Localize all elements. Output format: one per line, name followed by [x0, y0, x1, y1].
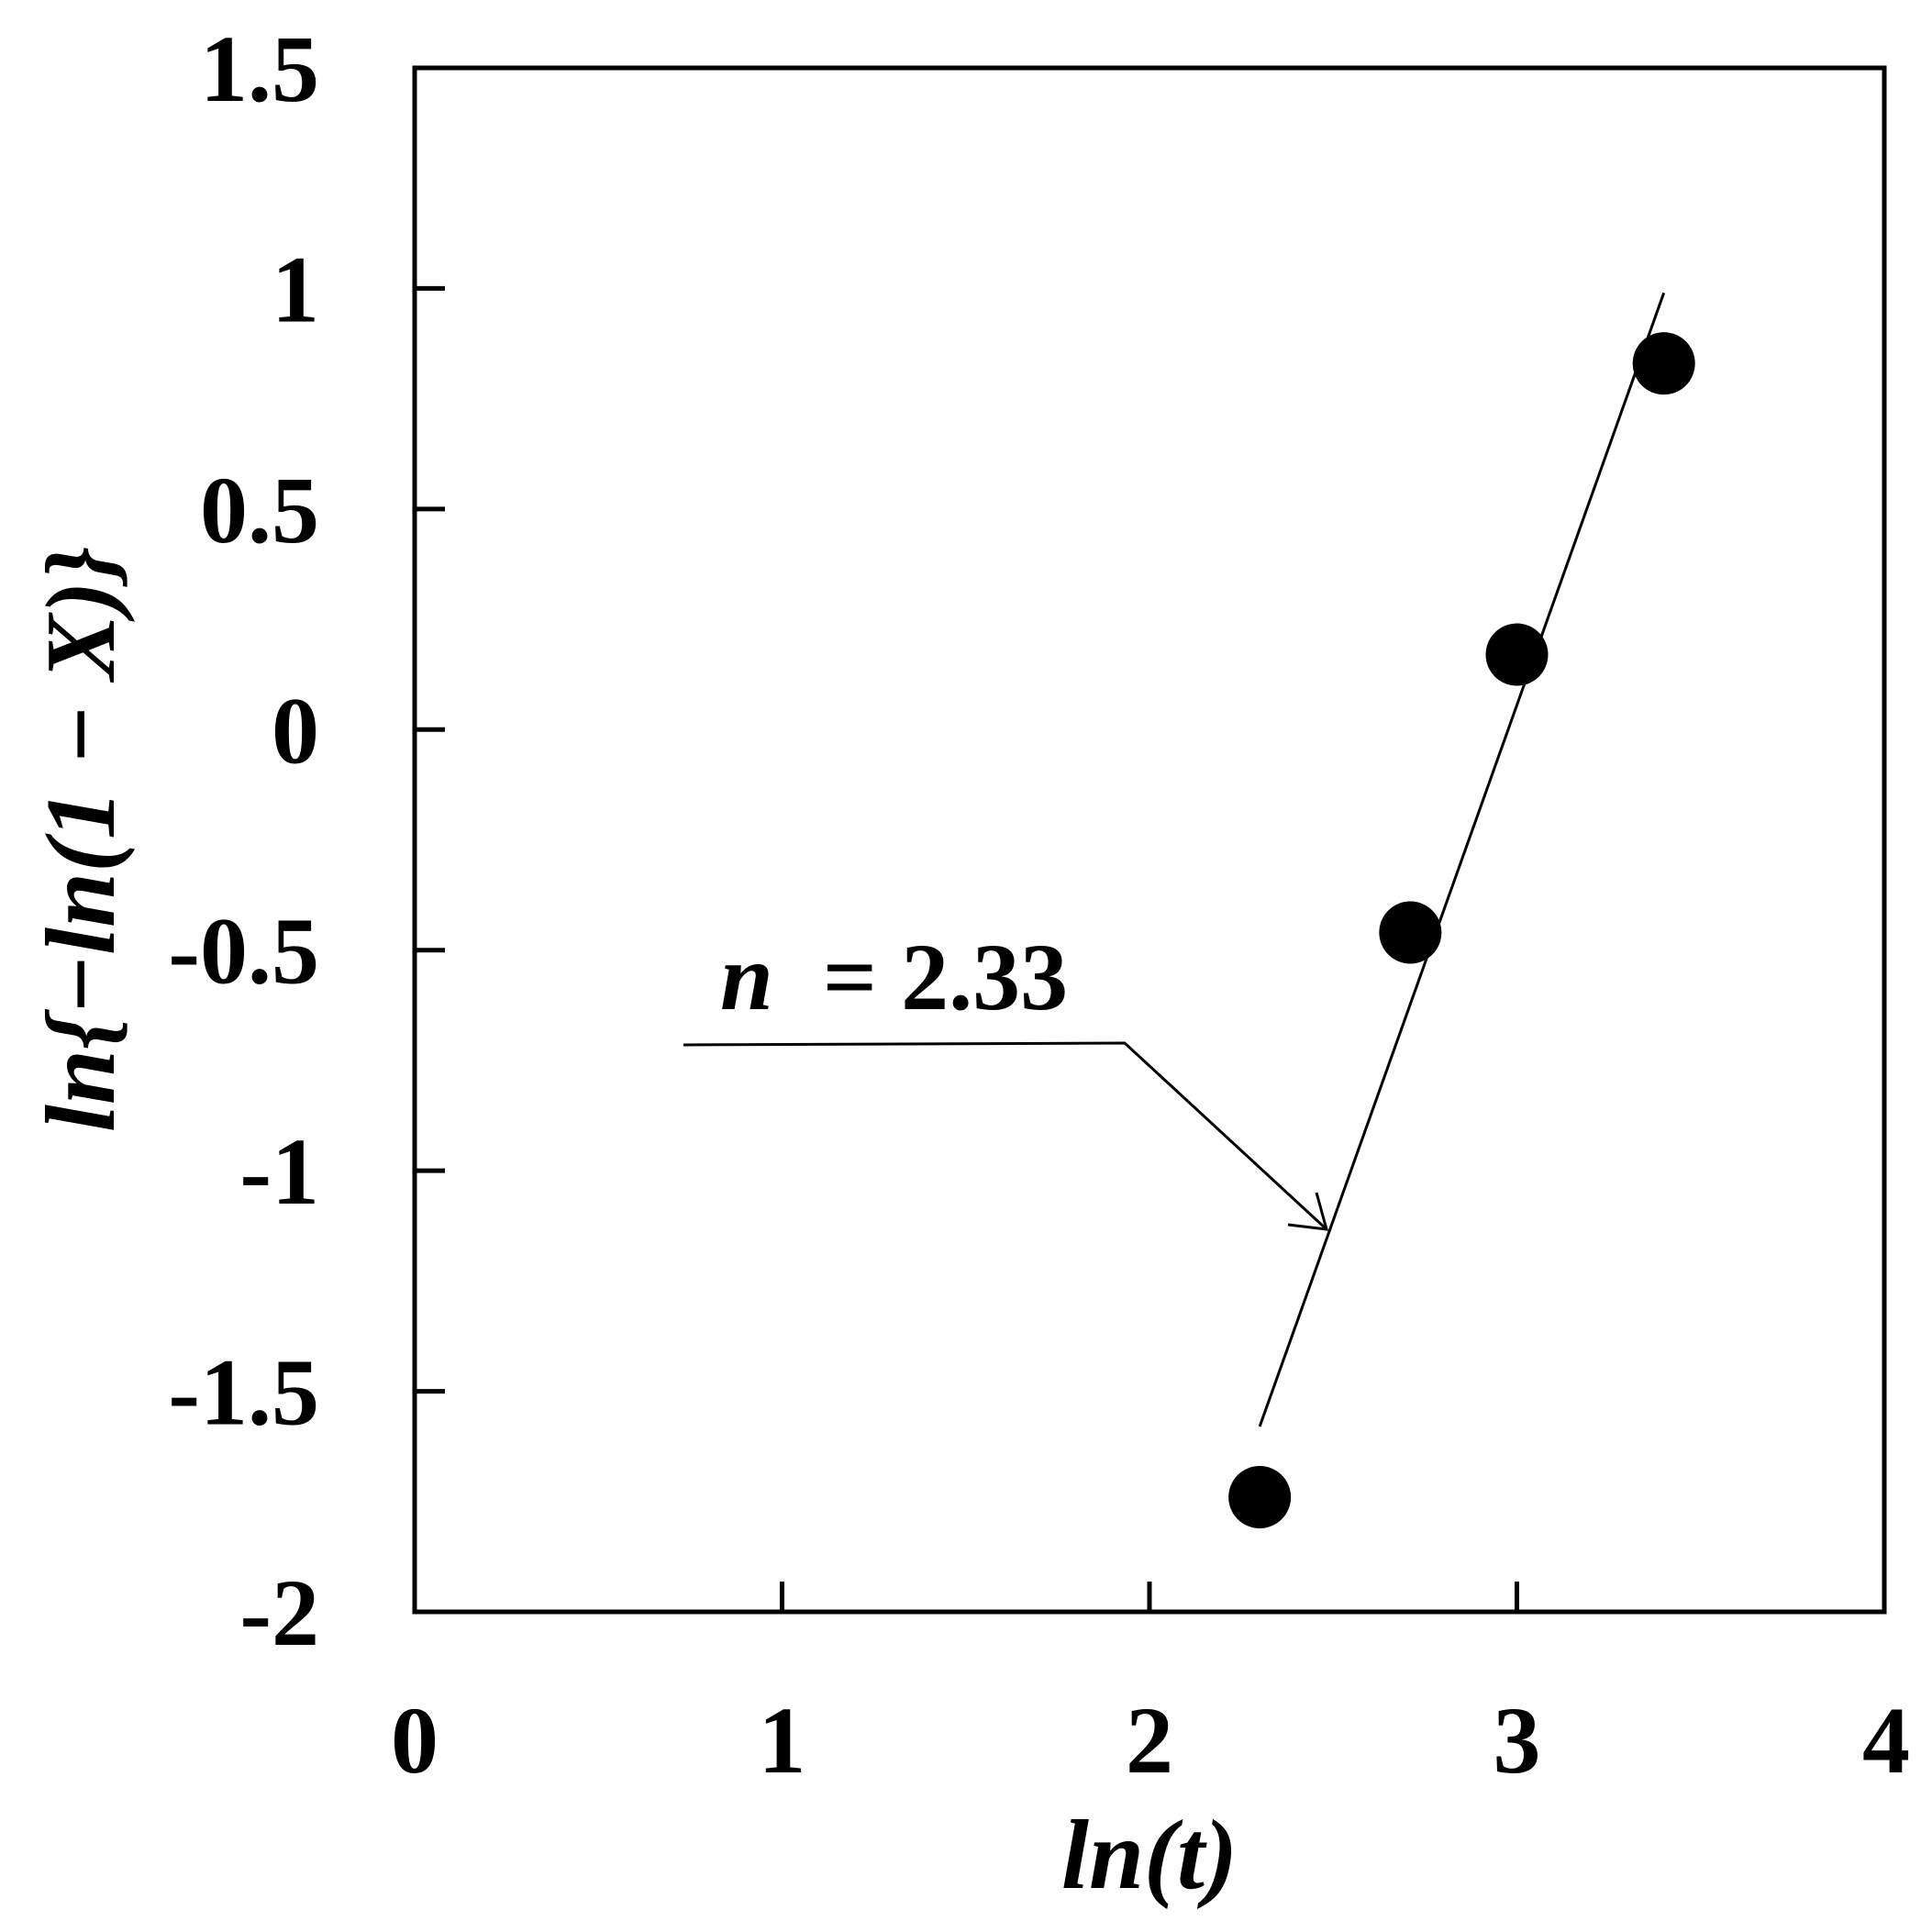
x-tick-label: 4: [1862, 1688, 1910, 1793]
y-axis-tick-labels: -2 -1.5 -1 -0.5 0 0.5 1 1.5: [168, 17, 319, 1666]
x-tick-label: 1: [759, 1688, 806, 1793]
y-axis-ticks: [415, 65, 445, 1615]
y-tick-label: 1.5: [200, 17, 319, 122]
annotation-label: n = 2.33: [720, 925, 1068, 1030]
y-tick-label: 1: [272, 237, 319, 342]
annotation-variable: n: [720, 925, 773, 1030]
x-tick-label: 3: [1493, 1688, 1541, 1793]
x-axis-label: ln(t): [1061, 1801, 1238, 1910]
y-axis-label: ln{−ln(1 − X)}: [27, 547, 136, 1132]
y-tick-label: 0: [272, 678, 319, 783]
fit-line: [1258, 292, 1666, 1427]
annotation-leader-line: [683, 1041, 1328, 1231]
data-point: [1632, 332, 1695, 395]
data-point: [1228, 1465, 1292, 1528]
y-tick-label: -1: [239, 1119, 319, 1225]
annotation-value: = 2.33: [823, 925, 1068, 1030]
y-tick-label: -2: [239, 1560, 319, 1666]
x-axis-ticks: [780, 1582, 1519, 1612]
y-tick-label: 0.5: [200, 458, 319, 563]
annotation-arrowhead: [1287, 1192, 1329, 1231]
data-point: [1379, 901, 1442, 964]
y-tick-label: -0.5: [168, 899, 319, 1005]
y-tick-label: -1.5: [168, 1340, 319, 1446]
data-points-layer: [1228, 332, 1695, 1528]
data-point: [1485, 623, 1549, 686]
fit-annotation: n = 2.33: [683, 925, 1329, 1231]
plot-frame: [412, 65, 1887, 1615]
x-axis-tick-labels: 0 1 2 3 4: [391, 1688, 1910, 1793]
x-tick-label: 0: [391, 1688, 439, 1793]
fit-line-layer: [1258, 292, 1666, 1427]
x-tick-label: 2: [1126, 1688, 1173, 1793]
